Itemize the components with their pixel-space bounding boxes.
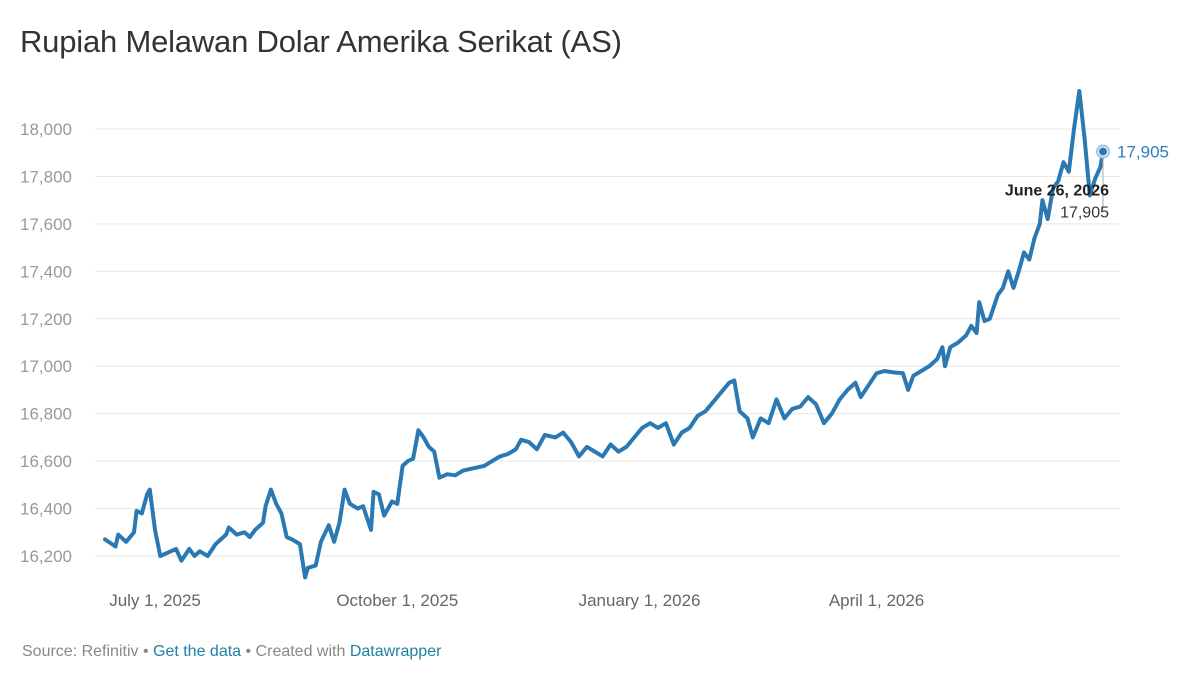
end-point-marker	[1099, 147, 1107, 156]
y-tick-label: 17,600	[20, 215, 72, 234]
series-line	[103, 89, 1105, 580]
grid-lines	[95, 128, 1120, 557]
x-tick-label: April 1, 2026	[829, 591, 924, 610]
x-tick-label: July 1, 2025	[109, 591, 201, 610]
get-data-link[interactable]: Get the data	[153, 643, 242, 660]
end-value-label: 17,905	[1117, 143, 1169, 162]
source-text: Source: Refinitiv	[22, 643, 139, 660]
tooltip-value: 17,905	[1060, 205, 1109, 222]
line-chart: 16,200 16,400 16,600 16,800 17,000 17,200 17,4…	[20, 89, 1169, 610]
y-tick-label: 16,800	[20, 405, 72, 424]
y-tick-label: 16,600	[20, 452, 72, 471]
tooltip-date: June 26, 2026	[1005, 183, 1109, 200]
y-tick-label: 16,200	[20, 547, 72, 566]
y-tick-label: 16,400	[20, 500, 72, 519]
footer: Source: Refinitiv • Get the data • Creat…	[22, 643, 441, 661]
footer-separator: •	[138, 643, 153, 660]
y-tick-label: 17,800	[20, 167, 72, 186]
x-axis: July 1, 2025 October 1, 2025 January 1, 20…	[109, 591, 924, 610]
x-tick-label: October 1, 2025	[336, 591, 458, 610]
x-tick-label: January 1, 2026	[579, 591, 701, 610]
y-tick-label: 17,000	[20, 357, 72, 376]
y-tick-label: 17,200	[20, 310, 72, 329]
y-tick-label: 18,000	[20, 120, 72, 139]
y-tick-label: 17,400	[20, 262, 72, 281]
chart-title: Rupiah Melawan Dolar Amerika Serikat (AS…	[20, 24, 622, 59]
tooltip: June 26, 2026 17,905	[1005, 157, 1109, 222]
series-group	[103, 89, 1105, 580]
y-axis: 16,200 16,400 16,600 16,800 17,000 17,200 17,4…	[20, 120, 72, 566]
footer-created-text: • Created with	[241, 643, 350, 660]
datawrapper-link[interactable]: Datawrapper	[349, 643, 442, 660]
